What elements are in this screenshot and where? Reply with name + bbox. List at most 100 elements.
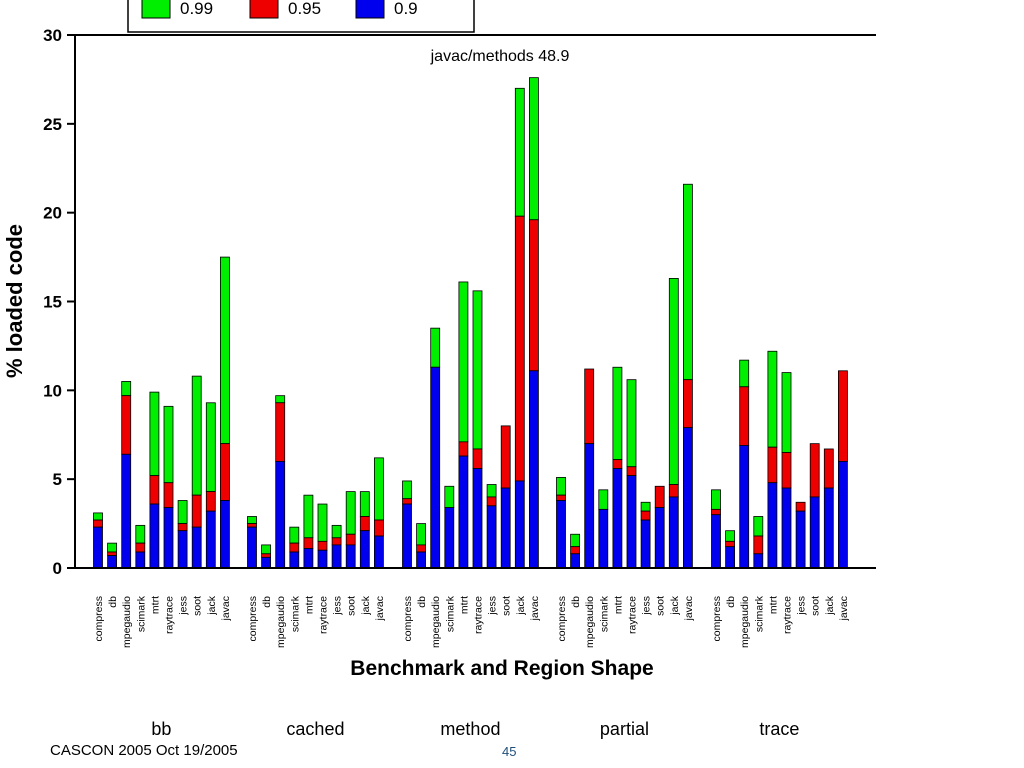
bar-segment-0.95 (612, 459, 623, 469)
bar-segment-0.9 (416, 551, 427, 569)
bar-segment-0.95 (135, 542, 146, 553)
bar-cached-mtrt (303, 494, 314, 569)
bar-cached-soot (345, 491, 356, 569)
x-tick-label: raytrace (473, 596, 485, 634)
bar-segment-0.9 (261, 556, 272, 569)
bar-segment-0.9 (781, 487, 792, 569)
x-axis-label: Benchmark and Region Shape (350, 657, 653, 680)
bar-segment-0.9 (809, 496, 820, 569)
bar-cached-mpegaudio (275, 395, 286, 569)
bar-segment-0.99 (275, 395, 286, 404)
bar-segment-0.99 (725, 530, 735, 542)
bar-segment-0.99 (247, 516, 257, 524)
bar-segment-0.95 (640, 510, 651, 521)
bar-bb-db (107, 542, 117, 569)
x-tick-label: javac (374, 596, 386, 622)
bar-segment-0.9 (626, 475, 637, 569)
bar-method-jess (486, 484, 497, 569)
bar-partial-jack (668, 278, 679, 569)
x-tick-label: javac (529, 596, 541, 622)
x-tick-label: soot (655, 596, 667, 616)
bar-segment-0.9 (725, 546, 735, 569)
y-tick-label: 0 (53, 559, 62, 578)
x-tick-label: jess (332, 596, 344, 616)
bar-trace-scimark (753, 516, 764, 569)
x-tick-label: soot (346, 596, 358, 616)
bar-method-jack (514, 87, 525, 569)
bar-bb-jack (205, 402, 216, 569)
bar-segment-0.9 (598, 508, 609, 569)
bar-partial-raytrace (626, 379, 637, 569)
bar-segment-0.9 (345, 544, 356, 569)
bar-segment-0.9 (177, 530, 188, 569)
bar-trace-soot (809, 443, 820, 569)
bar-segment-0.95 (486, 496, 497, 507)
x-tick-label: mpegaudio (739, 596, 751, 648)
bar-segment-0.9 (767, 482, 778, 569)
x-tick-label: mtrt (303, 596, 315, 614)
y-axis-label: % loaded code (2, 224, 27, 378)
footer-caption: CASCON 2005 Oct 19/2005 (50, 742, 238, 759)
bar-segment-0.9 (149, 503, 160, 569)
x-tick-label: db (570, 596, 582, 608)
bar-segment-0.9 (823, 487, 834, 569)
bar-segment-0.99 (402, 480, 412, 500)
bar-cached-jack (359, 491, 370, 569)
bar-method-mtrt (458, 281, 469, 569)
x-tick-label: compress (402, 596, 414, 642)
x-tick-label: raytrace (782, 596, 794, 634)
bar-segment-0.99 (261, 544, 272, 555)
bar-cached-db (261, 544, 272, 569)
bar-segment-0.99 (135, 524, 146, 544)
bar-annotation: javac/methods 48.9 (430, 48, 570, 65)
bar-segment-0.9 (711, 514, 721, 569)
x-tick-label: compress (711, 596, 723, 642)
bar-method-db (416, 523, 427, 569)
group-label-method: method (440, 719, 500, 739)
bar-segment-0.9 (472, 468, 483, 569)
legend-label: 0.9 (394, 0, 418, 18)
bar-segment-0.99 (472, 290, 483, 450)
legend-swatch (355, 0, 385, 19)
x-tick-label: db (725, 596, 737, 608)
bar-segment-0.95 (668, 484, 679, 498)
bar-segment-0.9 (668, 496, 679, 569)
bar-segment-0.9 (205, 510, 216, 569)
y-tick-label: 20 (43, 204, 62, 223)
bar-segment-0.9 (331, 544, 342, 569)
bar-segment-0.95 (626, 466, 637, 477)
x-tick-label: mpegaudio (121, 596, 133, 648)
bar-bb-raytrace (163, 405, 174, 569)
bar-segment-0.99 (177, 500, 188, 524)
group-label-trace: trace (759, 719, 799, 739)
bar-segment-0.9 (458, 455, 469, 569)
x-tick-label: scimark (753, 595, 765, 632)
bar-partial-db (570, 533, 580, 569)
bar-group-trace (711, 350, 848, 569)
bar-segment-0.99 (191, 375, 202, 496)
bar-segment-0.95 (472, 448, 483, 469)
bar-segment-0.99 (317, 503, 328, 542)
bar-group-bb (93, 256, 230, 569)
bar-cached-raytrace (317, 503, 328, 569)
x-tick-label: db (261, 596, 273, 608)
bar-segment-0.99 (289, 526, 300, 544)
x-tick-label: mtrt (458, 596, 470, 614)
bar-group-partial (556, 183, 693, 569)
bar-group-cached (247, 395, 384, 569)
bar-segment-0.99 (529, 77, 539, 221)
legend: 0.99 0.95 0.9 (127, 0, 475, 33)
bar-segment-0.99 (626, 379, 637, 468)
bar-segment-0.99 (640, 501, 651, 512)
y-tick-label: 25 (43, 115, 62, 134)
x-tick-label: javac (838, 596, 850, 622)
bar-segment-0.9 (514, 480, 525, 569)
bar-segment-0.9 (247, 526, 257, 569)
bar-segment-0.95 (93, 519, 103, 528)
bar-segment-0.95 (795, 501, 806, 512)
x-tick-label: db (416, 596, 428, 608)
bar-segment-0.9 (275, 460, 286, 569)
bar-bb-mtrt (149, 391, 160, 569)
bar-segment-0.99 (711, 489, 721, 510)
x-tick-label: jack (206, 595, 218, 615)
